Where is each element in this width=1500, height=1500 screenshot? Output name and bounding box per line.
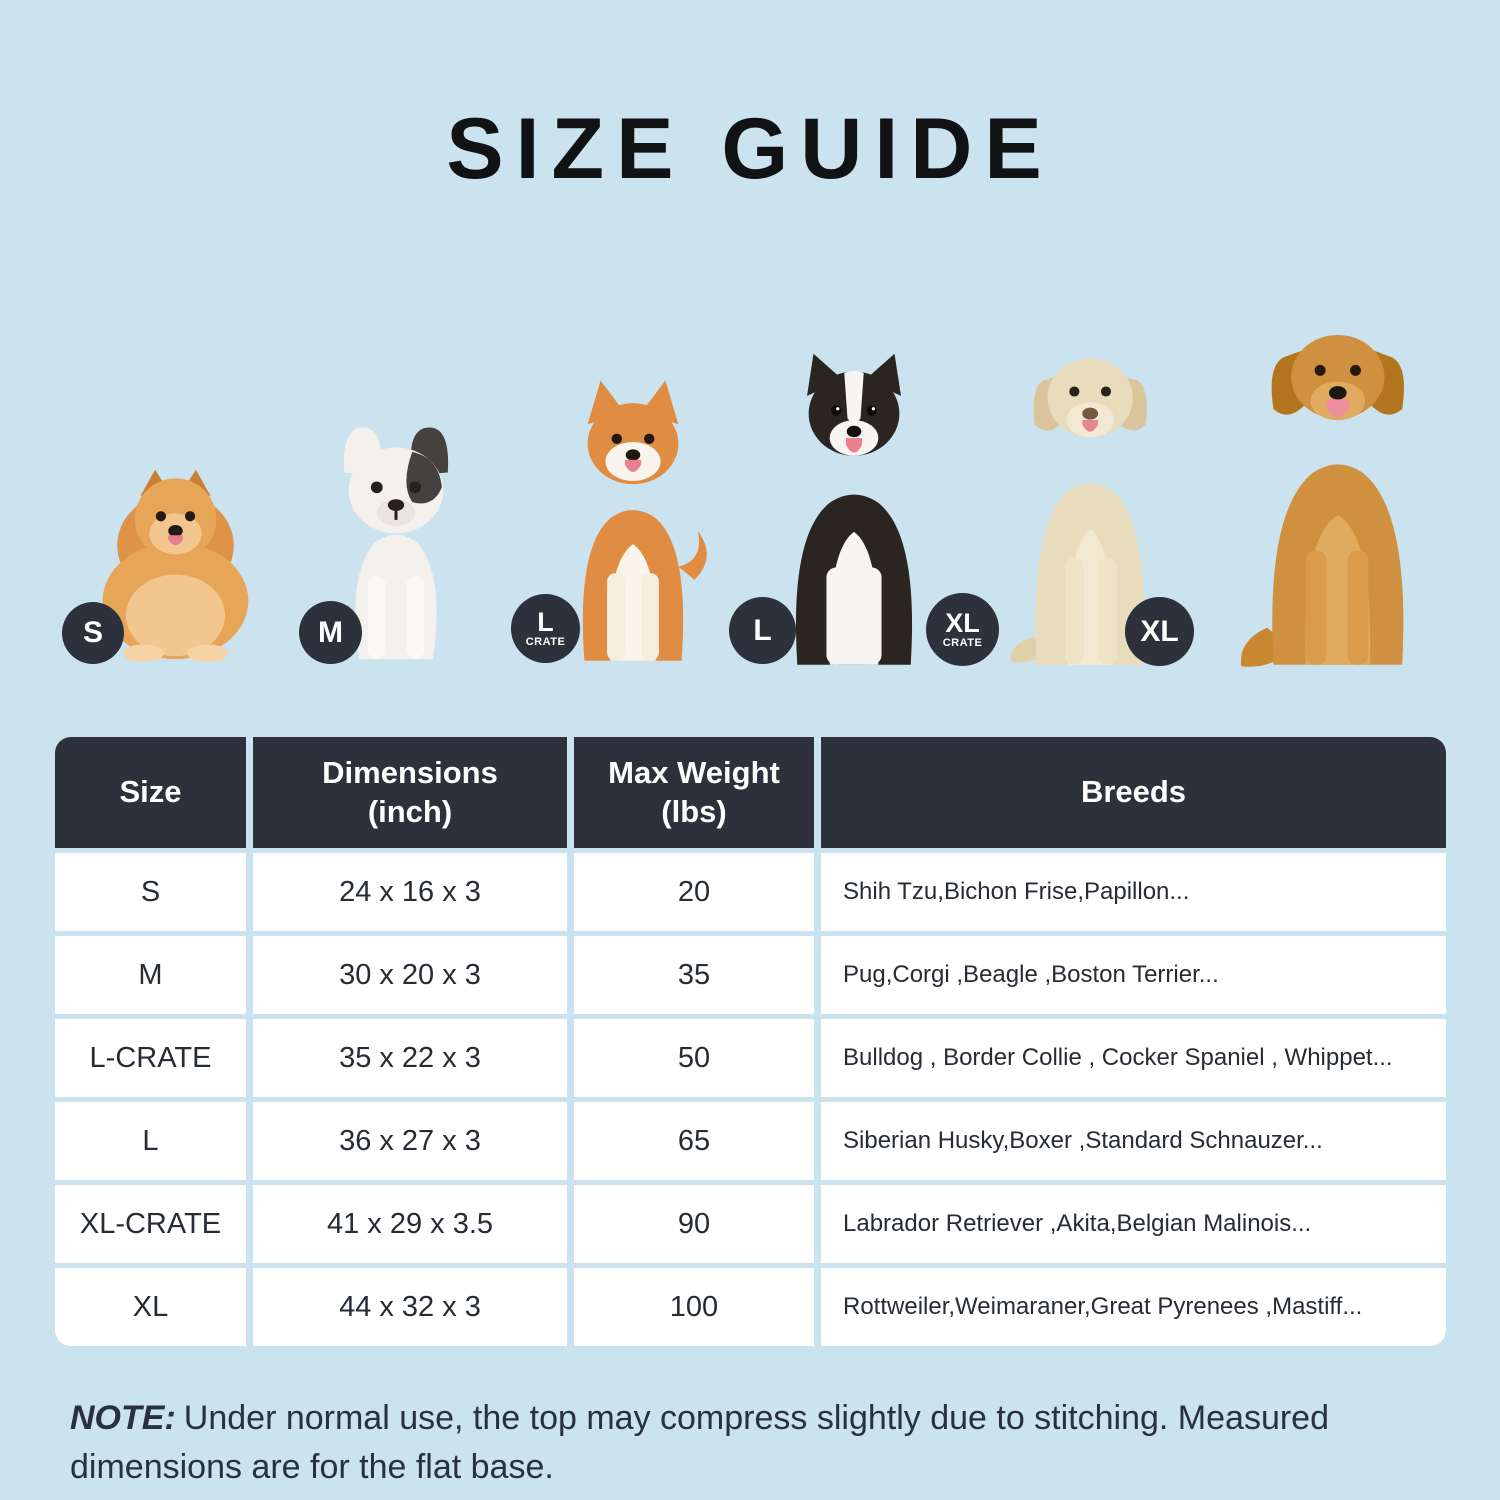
- cell-breeds: Rottweiler,Weimaraner,Great Pyrenees ,Ma…: [821, 1268, 1446, 1346]
- cell-max-weight: 50: [574, 1019, 814, 1097]
- badge-label: XL: [1140, 614, 1179, 648]
- size-badge-xl: XL: [1125, 597, 1194, 666]
- badge-label: M: [318, 615, 343, 649]
- cell-dimensions: 24 x 16 x 3: [253, 853, 567, 931]
- table-header-max-weight: Max Weight (lbs): [574, 737, 814, 848]
- cell-dimensions: 30 x 20 x 3: [253, 936, 567, 1014]
- cell-size: XL: [55, 1268, 246, 1346]
- cell-breeds: Siberian Husky,Boxer ,Standard Schnauzer…: [821, 1102, 1446, 1180]
- shiba-inu-illustration: [582, 380, 707, 661]
- size-badge-l-crate: L CRATE: [511, 594, 580, 663]
- table-header-dimensions: Dimensions (inch): [253, 737, 567, 848]
- table-header-size: Size: [55, 737, 246, 848]
- cell-size: S: [55, 853, 246, 931]
- badge-label: L: [537, 606, 554, 637]
- badge-sublabel: CRATE: [942, 636, 983, 649]
- note-body: Under normal use, the top may compress s…: [70, 1399, 1329, 1487]
- dogs-row: S M L CRATE L XL CRATE XL: [0, 0, 1500, 720]
- cell-size: L-CRATE: [55, 1019, 246, 1097]
- cell-breeds: Bulldog , Border Collie , Cocker Spaniel…: [821, 1019, 1446, 1097]
- dog-french-bulldog-photo: [322, 410, 470, 662]
- cell-max-weight: 90: [574, 1185, 814, 1263]
- cell-dimensions: 36 x 27 x 3: [253, 1102, 567, 1180]
- cell-size: XL-CRATE: [55, 1185, 246, 1263]
- size-badge-m: M: [299, 601, 362, 664]
- size-table: Size Dimensions (inch) Max Weight (lbs) …: [55, 737, 1446, 1346]
- size-badge-l: L: [729, 597, 796, 664]
- cell-max-weight: 35: [574, 936, 814, 1014]
- pomeranian-illustration: [102, 469, 249, 662]
- cell-max-weight: 100: [574, 1268, 814, 1346]
- badge-label: XL: [945, 607, 980, 638]
- border-collie-illustration: [795, 353, 913, 665]
- cell-breeds: Labrador Retriever ,Akita,Belgian Malino…: [821, 1185, 1446, 1263]
- labrador-retriever-illustration: [1010, 358, 1147, 665]
- cell-dimensions: 41 x 29 x 3.5: [253, 1185, 567, 1263]
- cell-breeds: Shih Tzu,Bichon Frise,Papillon...: [821, 853, 1446, 931]
- dog-shiba-inu-photo: [552, 372, 714, 664]
- cell-size: M: [55, 936, 246, 1014]
- cell-max-weight: 20: [574, 853, 814, 931]
- cell-max-weight: 65: [574, 1102, 814, 1180]
- dog-golden-retriever-photo: [1238, 306, 1436, 668]
- cell-breeds: Pug,Corgi ,Beagle ,Boston Terrier...: [821, 936, 1446, 1014]
- dog-labrador-retriever-photo: [1008, 332, 1166, 668]
- badge-label: S: [82, 616, 103, 649]
- note-text: NOTE: Under normal use, the top may compr…: [70, 1394, 1442, 1493]
- page-title: SIZE GUIDE: [446, 101, 1054, 197]
- french-bulldog-illustration: [343, 427, 449, 660]
- golden-retriever-illustration: [1240, 334, 1404, 667]
- note-label: NOTE:: [70, 1399, 176, 1437]
- dog-border-collie-photo: [768, 344, 940, 668]
- table-header-breeds: Breeds: [821, 737, 1446, 848]
- cell-dimensions: 44 x 32 x 3: [253, 1268, 567, 1346]
- cell-dimensions: 35 x 22 x 3: [253, 1019, 567, 1097]
- dog-pomeranian-photo: [88, 458, 263, 662]
- size-badge-s: S: [62, 602, 124, 664]
- badge-label: L: [753, 613, 772, 647]
- badge-sublabel: CRATE: [525, 635, 566, 648]
- size-badge-xl-crate: XL CRATE: [926, 593, 999, 666]
- cell-size: L: [55, 1102, 246, 1180]
